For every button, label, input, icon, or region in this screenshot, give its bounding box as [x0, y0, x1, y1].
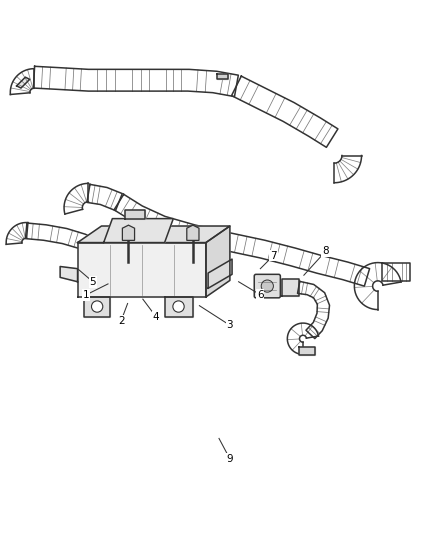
- Polygon shape: [334, 156, 361, 183]
- Polygon shape: [297, 281, 329, 338]
- Polygon shape: [114, 195, 370, 286]
- Circle shape: [130, 255, 149, 274]
- Polygon shape: [208, 259, 232, 288]
- Polygon shape: [25, 223, 108, 260]
- Polygon shape: [354, 263, 401, 310]
- Polygon shape: [64, 183, 88, 214]
- Polygon shape: [78, 226, 230, 243]
- Circle shape: [173, 301, 184, 312]
- Text: 8: 8: [322, 246, 329, 256]
- Text: 9: 9: [226, 454, 233, 464]
- Text: 3: 3: [226, 320, 233, 330]
- Text: 5: 5: [89, 277, 96, 287]
- Polygon shape: [125, 210, 145, 219]
- Polygon shape: [11, 69, 34, 94]
- Polygon shape: [299, 348, 315, 355]
- Polygon shape: [78, 243, 206, 297]
- Polygon shape: [187, 225, 199, 240]
- Polygon shape: [17, 77, 30, 88]
- Polygon shape: [287, 323, 318, 354]
- Polygon shape: [165, 297, 193, 317]
- Text: 6: 6: [257, 290, 264, 300]
- Polygon shape: [217, 74, 228, 79]
- Polygon shape: [382, 263, 410, 281]
- Circle shape: [261, 280, 273, 292]
- Circle shape: [92, 301, 103, 312]
- Polygon shape: [84, 297, 110, 317]
- Polygon shape: [128, 231, 150, 263]
- Text: 1: 1: [83, 290, 89, 300]
- Text: 4: 4: [152, 312, 159, 321]
- Polygon shape: [6, 223, 28, 244]
- Polygon shape: [33, 66, 238, 96]
- Polygon shape: [122, 225, 134, 240]
- Polygon shape: [104, 219, 173, 243]
- Text: 2: 2: [118, 316, 124, 326]
- Polygon shape: [87, 184, 122, 211]
- Polygon shape: [206, 226, 230, 297]
- FancyBboxPatch shape: [254, 274, 280, 298]
- Polygon shape: [60, 266, 78, 282]
- Polygon shape: [232, 76, 338, 147]
- Polygon shape: [282, 279, 299, 296]
- Text: 7: 7: [270, 251, 277, 261]
